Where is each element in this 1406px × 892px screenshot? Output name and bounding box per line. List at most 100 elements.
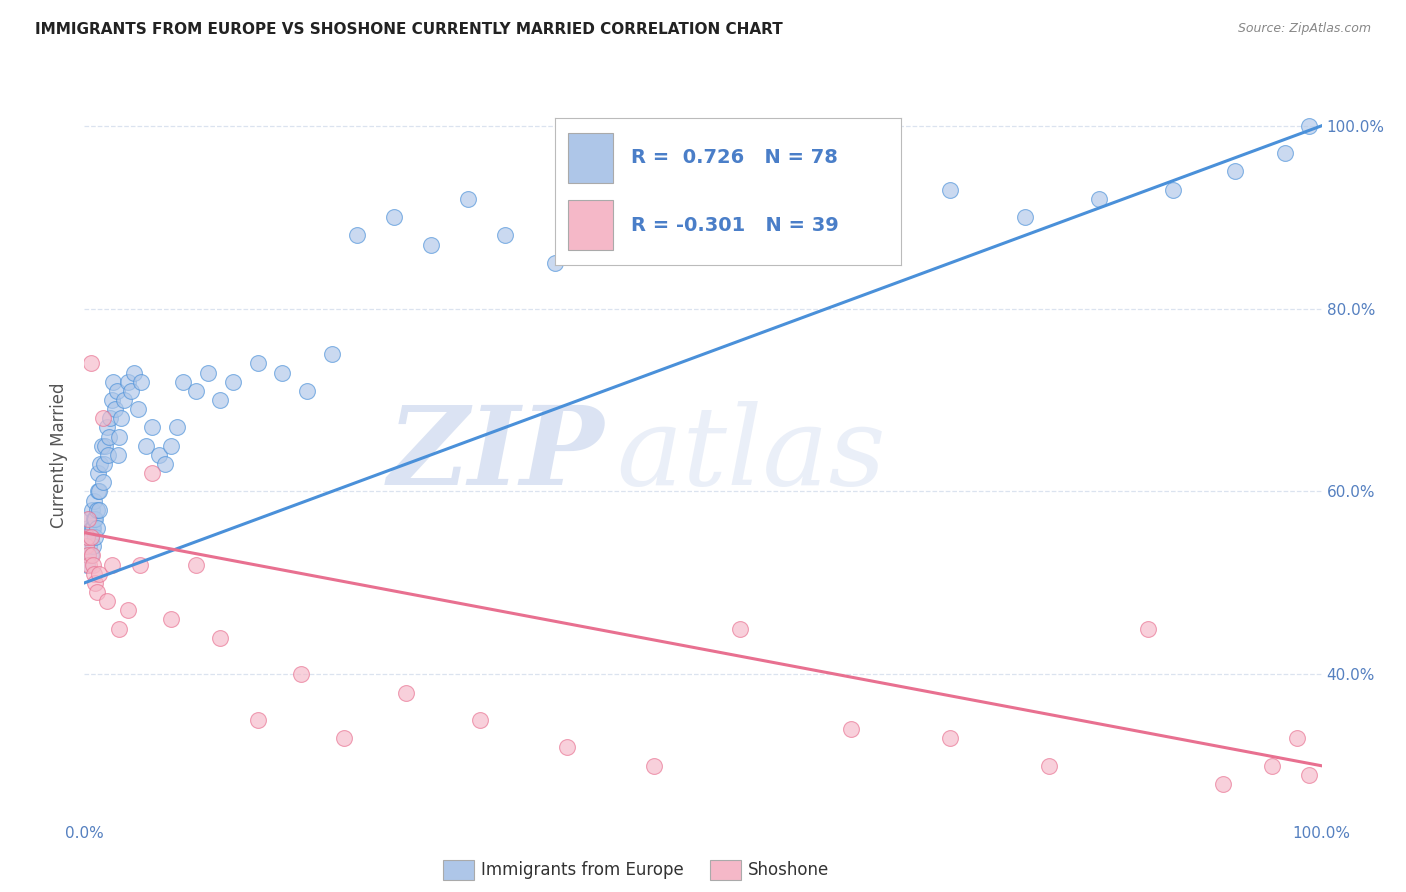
Point xyxy=(86,503,108,517)
Point xyxy=(271,366,294,380)
Point xyxy=(841,201,863,215)
Text: ZIP: ZIP xyxy=(388,401,605,508)
Point xyxy=(184,384,207,398)
Point xyxy=(120,384,142,398)
Point xyxy=(1038,758,1060,772)
Point xyxy=(939,183,962,197)
Point xyxy=(108,622,131,636)
Point xyxy=(86,521,108,535)
Point xyxy=(290,667,312,681)
Point xyxy=(543,256,565,270)
Point xyxy=(83,512,105,526)
Point xyxy=(76,558,98,572)
Point xyxy=(382,211,405,225)
Point xyxy=(321,347,343,361)
Point xyxy=(104,402,127,417)
Point xyxy=(1261,758,1284,772)
Point xyxy=(75,539,97,553)
Y-axis label: Currently Married: Currently Married xyxy=(51,382,69,528)
Point xyxy=(76,530,98,544)
Point xyxy=(79,539,101,553)
Point xyxy=(101,375,124,389)
Point xyxy=(172,375,194,389)
Point xyxy=(110,411,132,425)
Point xyxy=(96,594,118,608)
Point xyxy=(80,503,103,517)
Point xyxy=(100,558,122,572)
Point xyxy=(135,439,157,453)
Point xyxy=(129,375,152,389)
Point xyxy=(148,448,170,462)
Point xyxy=(766,219,789,234)
Point xyxy=(84,512,107,526)
Text: Source: ZipAtlas.com: Source: ZipAtlas.com xyxy=(1237,22,1371,36)
Point xyxy=(643,201,665,215)
Point xyxy=(555,740,578,755)
Point xyxy=(593,219,616,234)
Point xyxy=(457,192,479,206)
Point xyxy=(127,402,149,417)
Point xyxy=(75,539,97,553)
Point xyxy=(79,356,101,371)
Point xyxy=(184,558,207,572)
Text: IMMIGRANTS FROM EUROPE VS SHOSHONE CURRENTLY MARRIED CORRELATION CHART: IMMIGRANTS FROM EUROPE VS SHOSHONE CURRE… xyxy=(35,22,783,37)
Point xyxy=(1137,622,1160,636)
Point xyxy=(117,375,139,389)
Point xyxy=(112,393,135,408)
Point xyxy=(122,366,145,380)
Point xyxy=(107,448,129,462)
Point xyxy=(1298,768,1320,782)
Point xyxy=(246,713,269,727)
Point xyxy=(105,384,128,398)
Point xyxy=(166,420,188,434)
Point xyxy=(1274,146,1296,161)
Text: Immigrants from Europe: Immigrants from Europe xyxy=(481,861,683,879)
Point xyxy=(77,512,100,526)
Point xyxy=(89,484,111,499)
Point xyxy=(77,549,100,563)
Point xyxy=(91,475,114,490)
Point xyxy=(77,521,100,535)
Point xyxy=(1014,211,1036,225)
Point xyxy=(96,420,118,434)
Point xyxy=(87,484,110,499)
Point xyxy=(692,237,714,252)
Point xyxy=(98,430,121,444)
Point xyxy=(1285,731,1308,746)
Point xyxy=(295,384,318,398)
Point xyxy=(470,713,492,727)
Text: atlas: atlas xyxy=(616,401,886,508)
Point xyxy=(1161,183,1184,197)
Point xyxy=(643,758,665,772)
Point xyxy=(79,530,101,544)
Point xyxy=(346,228,368,243)
Point xyxy=(82,521,104,535)
Point xyxy=(84,576,107,591)
Point xyxy=(728,622,751,636)
Point xyxy=(83,493,105,508)
Point xyxy=(141,466,163,480)
Point xyxy=(90,439,112,453)
Point xyxy=(97,448,120,462)
Point xyxy=(395,686,418,700)
Point xyxy=(86,585,108,599)
Point xyxy=(841,723,863,737)
Point xyxy=(79,558,101,572)
Text: Shoshone: Shoshone xyxy=(748,861,830,879)
Point xyxy=(939,731,962,746)
Point xyxy=(87,466,110,480)
Point xyxy=(153,457,176,471)
Point xyxy=(209,631,232,645)
Point xyxy=(1298,119,1320,133)
Point xyxy=(419,237,441,252)
Point xyxy=(209,393,232,408)
Point xyxy=(1223,164,1246,178)
Point xyxy=(80,521,103,535)
Point xyxy=(160,613,183,627)
Point xyxy=(82,558,104,572)
Point xyxy=(77,549,100,563)
Point xyxy=(222,375,245,389)
Point xyxy=(79,512,101,526)
Point xyxy=(141,420,163,434)
Point xyxy=(80,549,103,563)
